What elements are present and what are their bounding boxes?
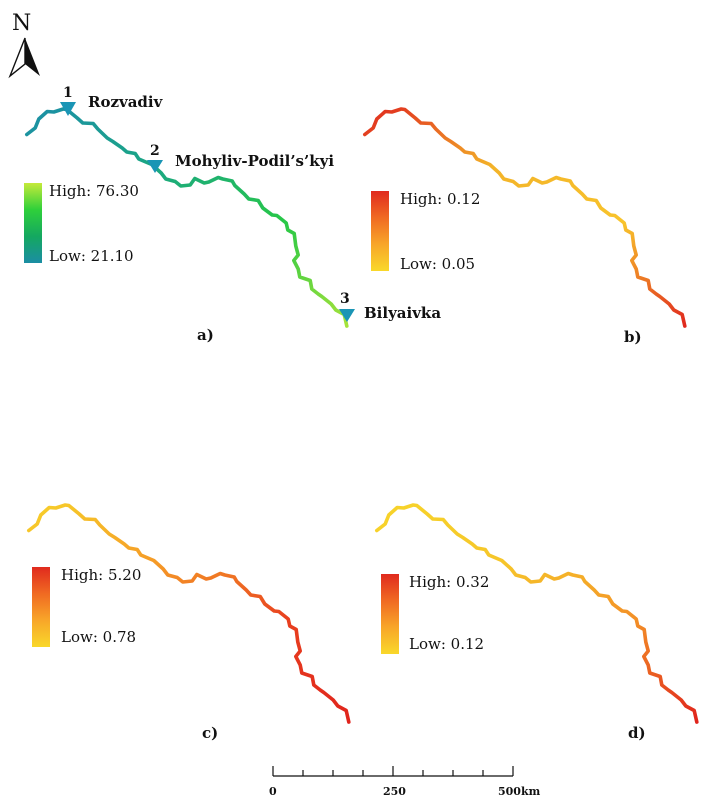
river-path-d [375, 503, 699, 724]
legend-high-a: High: 76.30 [49, 182, 139, 200]
station-marker-icon [339, 309, 355, 322]
legend-a: High: 76.30 Low: 21.10 [24, 182, 139, 265]
river-path-a [25, 107, 349, 328]
legend-low-d: Low: 0.12 [409, 635, 484, 653]
legend-low-b: Low: 0.05 [400, 255, 475, 273]
legend-ramp-a [24, 183, 42, 263]
station-number: 1 [63, 85, 73, 101]
legend-low-c: Low: 0.78 [61, 628, 136, 646]
scale-label-500: 500km [498, 785, 541, 798]
north-arrow-icon [8, 37, 40, 79]
legend-high-c: High: 5.20 [61, 566, 141, 584]
panel-caption-c: c) [202, 724, 218, 742]
legend-c: High: 5.20 Low: 0.78 [32, 566, 141, 647]
station-name: Bilyaivka [364, 304, 441, 322]
north-label: N [12, 11, 31, 36]
legend-ramp-c [32, 567, 50, 647]
legend-d: High: 0.32 Low: 0.12 [381, 573, 489, 654]
station-3: 3 Bilyaivka [339, 291, 441, 322]
station-marker-icon [147, 160, 163, 173]
panel-caption-a: a) [197, 326, 214, 344]
panel-c: High: 5.20 Low: 0.78 c) [27, 503, 351, 742]
legend-high-b: High: 0.12 [400, 190, 480, 208]
legend-low-a: Low: 21.10 [49, 247, 134, 265]
station-marker-icon [60, 102, 76, 116]
station-name: Mohyliv-Podil’s’kyi [175, 152, 334, 170]
panel-d: High: 0.32 Low: 0.12 d) [375, 503, 699, 742]
station-2: 2 Mohyliv-Podil’s’kyi [147, 143, 334, 173]
north-arrow: N [8, 11, 40, 79]
panel-caption-b: b) [624, 328, 642, 346]
scale-bar [272, 766, 514, 777]
legend-b: High: 0.12 Low: 0.05 [371, 190, 480, 273]
panel-a: High: 76.30 Low: 21.10 a) 1 Rozvadiv 2 M… [24, 85, 441, 344]
river-path-b [363, 107, 687, 328]
panel-caption-d: d) [628, 724, 646, 742]
station-number: 3 [340, 291, 350, 307]
station-name: Rozvadiv [88, 93, 164, 111]
station-1: 1 Rozvadiv [60, 85, 164, 116]
scale-label-250: 250 [383, 785, 406, 798]
legend-ramp-b [371, 191, 389, 271]
station-number: 2 [150, 143, 160, 159]
scale-label-0: 0 [269, 785, 277, 798]
panel-b: High: 0.12 Low: 0.05 b) [363, 107, 687, 346]
legend-high-d: High: 0.32 [409, 573, 489, 591]
legend-ramp-d [381, 574, 399, 654]
river-path-c [27, 503, 351, 724]
